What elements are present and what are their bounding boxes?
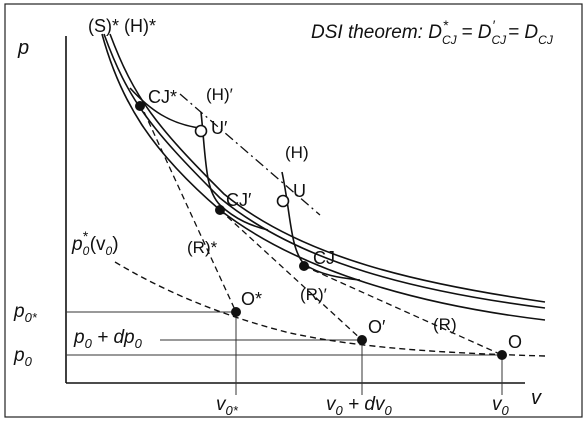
h-prime-curve — [200, 111, 269, 231]
r-prime-label: (R)′ — [300, 285, 327, 304]
o-label: O — [508, 332, 522, 352]
y-tick-p0-star: p0* — [13, 301, 38, 325]
h-star-branch — [129, 87, 201, 129]
h-star-curve — [101, 33, 546, 321]
s-star-curve-inner — [109, 33, 546, 303]
cj-point — [299, 261, 309, 271]
s-star-h-star-label: (S)* (H)* — [88, 16, 156, 36]
o-star-label: O* — [241, 289, 262, 309]
rayleigh-star-line — [139, 102, 237, 313]
y-tick-p0-dp0: p0 + dp0 — [73, 327, 143, 351]
o-point — [497, 350, 507, 360]
o-prime-point — [357, 335, 367, 345]
diagram-frame — [4, 3, 583, 418]
cj-star-point — [135, 101, 145, 111]
initial-state-curve — [114, 261, 546, 357]
cj-star-label: CJ* — [148, 87, 177, 107]
y-tick-p0: p0 — [13, 345, 33, 369]
rayleigh-line — [303, 265, 503, 356]
x-tick-v0: v0 — [492, 394, 510, 418]
cj-prime-point — [215, 205, 225, 215]
cj-prime-label: CJ′ — [226, 190, 252, 210]
s-star-curve-outer — [103, 33, 546, 309]
o-star-point — [231, 307, 241, 317]
h-prime-label: (H)′ — [206, 85, 233, 104]
u-label: U — [293, 181, 306, 201]
u-prime-label: U′ — [211, 118, 228, 138]
x-axis-label: v — [531, 387, 542, 409]
theorem-text: DSI theorem: DCJ* = DCJ′ = DCJ — [311, 17, 554, 47]
rayleigh-prime-line — [219, 209, 363, 341]
cj-label: CJ — [313, 248, 335, 268]
u-line — [179, 93, 321, 216]
h-label: (H) — [285, 143, 309, 162]
x-tick-v0-star: v0* — [216, 394, 239, 418]
u-prime-point — [194, 124, 208, 138]
u-point — [276, 194, 290, 208]
y-axis-label: p — [17, 37, 29, 59]
x-tick-v0-dv0: v0 + dv0 — [326, 394, 392, 418]
initial-curve-label: p0* (v0) — [71, 228, 119, 258]
o-prime-label: O′ — [368, 317, 386, 337]
r-star-label: (R)* — [187, 238, 218, 257]
r-label: (R) — [433, 315, 457, 334]
